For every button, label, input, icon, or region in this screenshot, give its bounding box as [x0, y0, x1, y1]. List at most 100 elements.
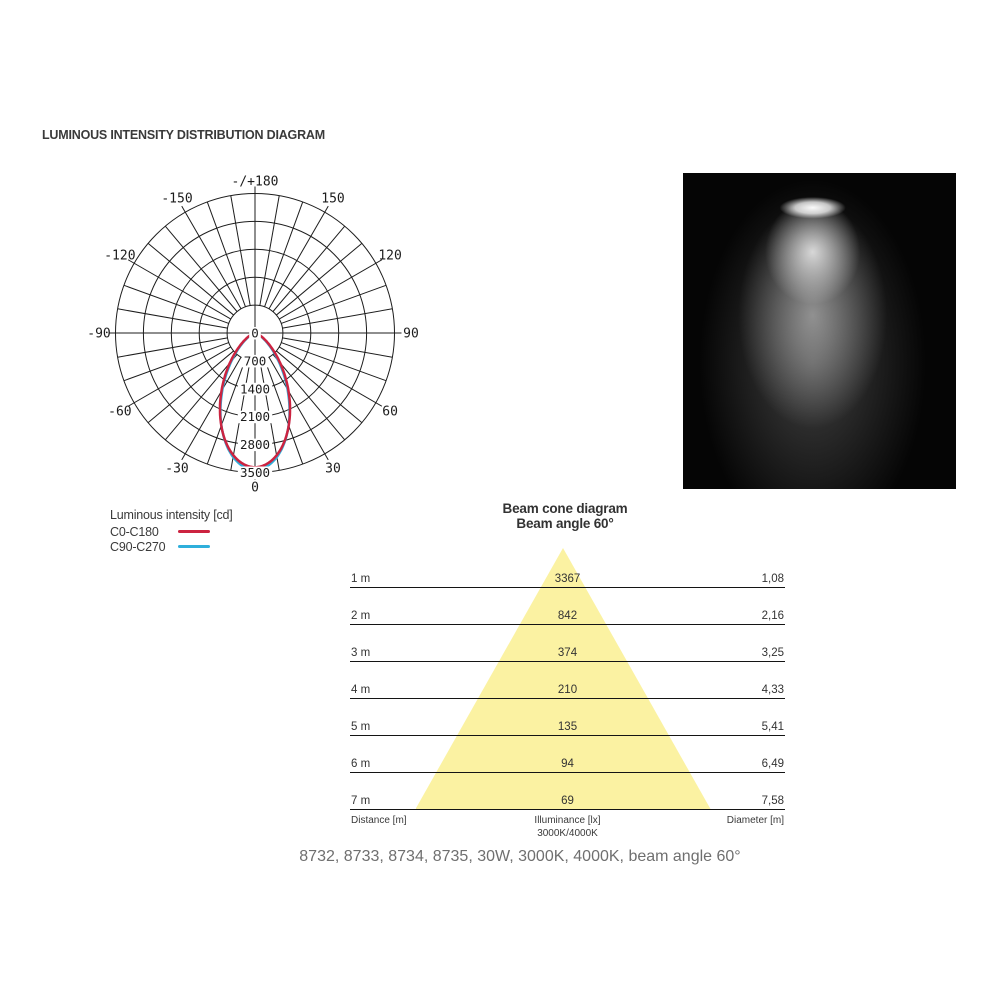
- polar-spoke: [272, 225, 346, 312]
- beam-cone-heading: Beam cone diagram Beam angle 60°: [415, 501, 715, 531]
- cone-table-row: 5 m 135 5,41: [350, 718, 785, 736]
- angle-label-60: -60: [108, 405, 131, 420]
- legend-title: Luminous intensity [cd]: [110, 508, 233, 522]
- polar-spoke: [282, 308, 393, 329]
- polar-spoke: [123, 284, 229, 324]
- angle-label-30: -30: [165, 462, 188, 477]
- cone-table-row: 1 m 3367 1,08: [350, 570, 785, 588]
- polar-spoke: [281, 342, 387, 382]
- cone-table-row: 6 m 94 6,49: [350, 755, 785, 773]
- illuminance-column-line2: 3000K/4000K: [537, 827, 598, 839]
- polar-spoke: [278, 259, 383, 320]
- polar-spoke: [181, 205, 242, 310]
- ring-value-label: 700: [244, 353, 267, 368]
- cone-table-row: 7 m 69 7,58: [350, 792, 785, 810]
- angle-label-120: 120: [378, 249, 401, 264]
- polar-spoke: [147, 350, 234, 424]
- ring-value-label: 0: [251, 326, 259, 341]
- ring-label-bg: [249, 327, 261, 340]
- polar-spoke: [230, 195, 251, 306]
- polar-spoke: [259, 195, 280, 306]
- ring-label-bg: [241, 354, 269, 368]
- cone-diameter-value: 6,49: [761, 758, 784, 770]
- polar-spoke: [276, 350, 363, 424]
- cone-table-row: 2 m 842 2,16: [350, 607, 785, 625]
- cone-illuminance-value: 69: [561, 795, 574, 807]
- cone-table-row: 3 m 374 3,25: [350, 644, 785, 662]
- ring-label-bg: [237, 438, 273, 452]
- c0-c180-line-swatch: [178, 529, 210, 534]
- product-caption: 8732, 8733, 8734, 8735, 30W, 3000K, 4000…: [299, 848, 741, 865]
- legend-item-c0-c180: C0-C180: [110, 524, 233, 539]
- cone-illuminance-value: 374: [557, 647, 578, 659]
- cone-diameter-value: 7,58: [761, 795, 784, 807]
- polar-spoke: [281, 284, 387, 324]
- polar-spoke: [278, 346, 383, 407]
- angle-label-90: -90: [87, 327, 110, 342]
- legend-label-c90-c270: C90-C270: [110, 539, 166, 554]
- cone-distance-value: 4 m: [351, 684, 371, 696]
- ring-label-bg: [237, 410, 273, 424]
- polar-spoke: [206, 201, 246, 307]
- polar-legend: Luminous intensity [cd] C0-C180 C90-C270: [110, 508, 233, 554]
- cone-illuminance-value: 210: [557, 684, 578, 696]
- page-title: LUMINOUS INTENSITY DISTRIBUTION DIAGRAM: [42, 128, 325, 142]
- ring-value-label: 1400: [240, 381, 270, 396]
- distance-column-label: Distance [m]: [351, 815, 407, 826]
- cone-table-row: 4 m 210 4,33: [350, 681, 785, 699]
- polar-spoke: [123, 342, 229, 382]
- beam-cone-photo: [683, 173, 956, 489]
- polar-spoke: [181, 356, 242, 461]
- ring-value-label: 2800: [240, 437, 270, 452]
- polar-spoke: [268, 205, 329, 310]
- legend-label-c0-c180: C0-C180: [110, 524, 159, 539]
- cone-distance-value: 5 m: [351, 721, 371, 733]
- cone-illuminance-value: 842: [557, 610, 578, 622]
- c90-c270-line-swatch: [178, 544, 210, 549]
- cone-diameter-value: 3,25: [761, 647, 784, 659]
- polar-spoke: [206, 359, 246, 465]
- angle-label-180: -/+180: [232, 175, 279, 190]
- polar-spoke: [276, 242, 363, 316]
- cone-distance-value: 7 m: [351, 795, 371, 807]
- illuminance-column-line1: Illuminance [lx]: [534, 815, 601, 826]
- cone-illuminance-value: 135: [557, 721, 578, 733]
- cone-table-footer: Distance [m] Illuminance [lx] 3000K/4000…: [350, 814, 785, 840]
- angle-label-60: 60: [382, 405, 398, 420]
- cone-illuminance-value: 3367: [554, 573, 581, 585]
- diameter-column-label: Diameter [m]: [726, 815, 784, 826]
- polar-spoke: [164, 354, 238, 441]
- cone-distance-value: 2 m: [351, 610, 371, 622]
- cone-illuminance-value: 94: [561, 758, 574, 770]
- polar-spoke: [164, 225, 238, 312]
- ring-label-bg: [237, 382, 273, 396]
- polar-spoke: [117, 308, 228, 329]
- polar-spoke: [264, 359, 304, 465]
- cone-diameter-value: 2,16: [761, 610, 784, 622]
- beam-cone-title: Beam cone diagram: [502, 501, 628, 516]
- angle-label-0: 0: [251, 481, 259, 496]
- polar-spoke: [272, 354, 346, 441]
- angle-label-150: -150: [161, 191, 192, 206]
- cone-diameter-value: 4,33: [761, 684, 784, 696]
- angle-label-30: 30: [325, 462, 341, 477]
- polar-spoke: [268, 356, 329, 461]
- beam-cone-subtitle: Beam angle 60°: [516, 516, 614, 531]
- legend-item-c90-c270: C90-C270: [110, 539, 233, 554]
- cone-diameter-value: 5,41: [761, 721, 784, 733]
- ring-value-label: 3500: [240, 465, 270, 480]
- angle-label-120: -120: [104, 249, 135, 264]
- polar-spoke: [127, 346, 232, 407]
- polar-diagram: 0 700 1400 2100 2800 3500 -/+180 -150 150 -120 120…: [87, 175, 419, 496]
- angle-label-90: 90: [403, 327, 419, 342]
- cone-diameter-value: 1,08: [761, 573, 784, 585]
- polar-spoke: [147, 242, 234, 316]
- angle-label-150: 150: [321, 191, 344, 206]
- ring-value-label: 2100: [240, 409, 270, 424]
- polar-spoke: [282, 337, 393, 358]
- cone-distance-value: 6 m: [351, 758, 371, 770]
- cone-distance-value: 1 m: [351, 573, 371, 585]
- polar-spoke: [127, 259, 232, 320]
- illuminance-column-label: Illuminance [lx] 3000K/4000K: [350, 815, 785, 840]
